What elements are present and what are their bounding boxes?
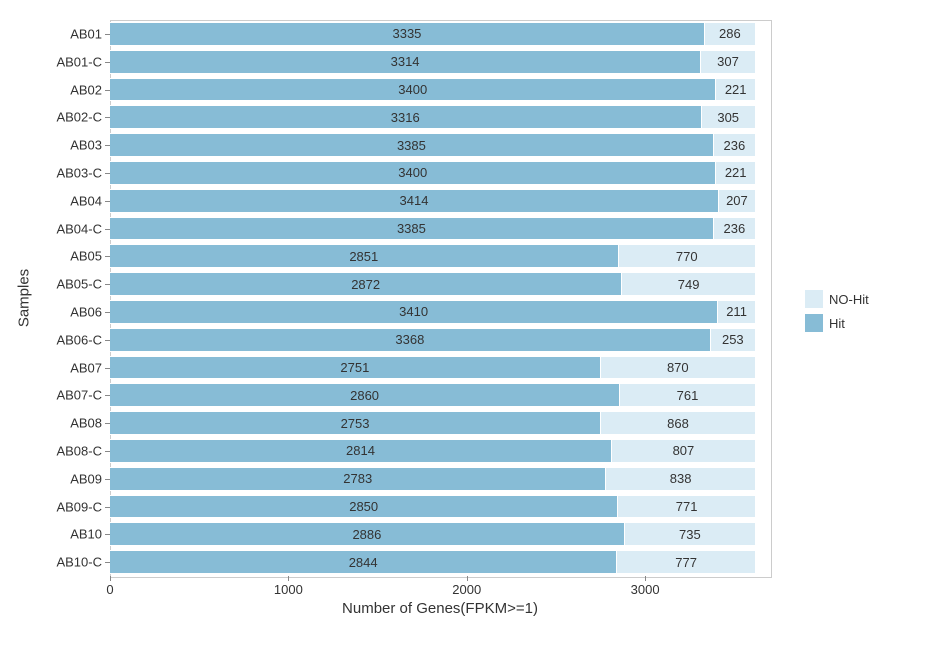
bar-segment-hit: 3368 xyxy=(110,328,711,352)
y-category-label: AB02-C xyxy=(56,110,102,125)
y-category-label: AB10 xyxy=(70,527,102,542)
legend-item-nohit: NO-Hit xyxy=(805,290,869,308)
bar-segment-nohit: 207 xyxy=(719,189,756,213)
bar-row: 2751870 xyxy=(110,356,770,380)
bar-segment-nohit: 211 xyxy=(718,300,756,324)
y-category-label: AB06-C xyxy=(56,332,102,347)
y-category-label: AB08-C xyxy=(56,443,102,458)
bar-segment-hit: 3414 xyxy=(110,189,719,213)
y-category-label: AB09-C xyxy=(56,499,102,514)
y-category-label: AB01 xyxy=(70,26,102,41)
bar-segment-nohit: 735 xyxy=(625,522,756,546)
bar-row: 2850771 xyxy=(110,495,770,519)
y-category-label: AB05-C xyxy=(56,277,102,292)
bar-segment-hit: 3385 xyxy=(110,133,714,157)
stacked-bar-chart: 0 1000 2000 3000 AB01 3335286 AB01-C 3314307 AB0… xyxy=(0,0,939,645)
x-tick-mark xyxy=(467,576,468,581)
y-category-label: AB07-C xyxy=(56,388,102,403)
x-tick-label: 1000 xyxy=(274,582,303,597)
y-category-label: AB09 xyxy=(70,471,102,486)
bar-row: 3368253 xyxy=(110,328,770,352)
y-category-label: AB06 xyxy=(70,304,102,319)
bar-segment-hit: 2851 xyxy=(110,244,619,268)
bar-row: 3314307 xyxy=(110,50,770,74)
bar-segment-nohit: 305 xyxy=(702,105,756,129)
x-tick-label: 0 xyxy=(106,582,113,597)
bar-segment-hit: 2886 xyxy=(110,522,625,546)
y-category-label: AB10-C xyxy=(56,555,102,570)
bar-segment-hit: 3385 xyxy=(110,217,714,241)
x-tick-mark xyxy=(645,576,646,581)
bar-row: 3385236 xyxy=(110,217,770,241)
bar-segment-nohit: 771 xyxy=(618,495,756,519)
bar-row: 2814807 xyxy=(110,439,770,463)
y-category-label: AB08 xyxy=(70,416,102,431)
y-category-label: AB03 xyxy=(70,138,102,153)
bar-row: 2783838 xyxy=(110,467,770,491)
bar-segment-nohit: 307 xyxy=(701,50,756,74)
bar-segment-hit: 3316 xyxy=(110,105,702,129)
x-tick-mark xyxy=(288,576,289,581)
bar-row: 3410211 xyxy=(110,300,770,324)
legend-label: Hit xyxy=(829,316,845,331)
bar-segment-nohit: 838 xyxy=(606,467,755,491)
bar-segment-hit: 3400 xyxy=(110,78,716,102)
bar-segment-hit: 2872 xyxy=(110,272,622,296)
legend-label: NO-Hit xyxy=(829,292,869,307)
bar-segment-nohit: 253 xyxy=(711,328,756,352)
legend: NO-Hit Hit xyxy=(805,290,869,332)
bar-segment-hit: 2860 xyxy=(110,383,620,407)
bar-segment-nohit: 749 xyxy=(622,272,756,296)
bar-row: 3335286 xyxy=(110,22,770,46)
legend-swatch xyxy=(805,290,823,308)
bar-row: 3414207 xyxy=(110,189,770,213)
y-category-label: AB04 xyxy=(70,193,102,208)
y-category-label: AB05 xyxy=(70,249,102,264)
y-axis-title: Samples xyxy=(16,269,33,327)
y-category-label: AB07 xyxy=(70,360,102,375)
legend-item-hit: Hit xyxy=(805,314,869,332)
legend-swatch xyxy=(805,314,823,332)
bar-segment-nohit: 770 xyxy=(619,244,756,268)
bar-segment-hit: 3335 xyxy=(110,22,705,46)
bar-segment-hit: 2751 xyxy=(110,356,601,380)
bar-segment-nohit: 761 xyxy=(620,383,756,407)
bar-segment-nohit: 236 xyxy=(714,217,756,241)
y-category-label: AB01-C xyxy=(56,54,102,69)
bar-row: 2860761 xyxy=(110,383,770,407)
x-tick-label: 3000 xyxy=(631,582,660,597)
x-axis-title: Number of Genes(FPKM>=1) xyxy=(342,600,538,617)
bar-row: 3400221 xyxy=(110,161,770,185)
y-category-label: AB04-C xyxy=(56,221,102,236)
bar-row: 2851770 xyxy=(110,244,770,268)
bar-row: 2872749 xyxy=(110,272,770,296)
bar-segment-nohit: 221 xyxy=(716,78,755,102)
bar-segment-nohit: 221 xyxy=(716,161,755,185)
bar-segment-nohit: 868 xyxy=(601,411,756,435)
bar-segment-hit: 2814 xyxy=(110,439,612,463)
y-category-label: AB02 xyxy=(70,82,102,97)
x-tick-label: 2000 xyxy=(452,582,481,597)
bar-segment-nohit: 870 xyxy=(601,356,756,380)
bar-segment-hit: 2844 xyxy=(110,550,617,574)
bar-segment-nohit: 286 xyxy=(705,22,756,46)
y-category-label: AB03-C xyxy=(56,165,102,180)
bar-segment-hit: 2753 xyxy=(110,411,601,435)
bar-row: 3385236 xyxy=(110,133,770,157)
bar-row: 3400221 xyxy=(110,78,770,102)
bar-row: 2753868 xyxy=(110,411,770,435)
bar-row: 3316305 xyxy=(110,105,770,129)
bar-segment-hit: 2850 xyxy=(110,495,618,519)
bar-segment-nohit: 236 xyxy=(714,133,756,157)
bar-row: 2886735 xyxy=(110,522,770,546)
x-tick-mark xyxy=(110,576,111,581)
bar-segment-hit: 2783 xyxy=(110,467,606,491)
bar-row: 2844777 xyxy=(110,550,770,574)
bar-segment-nohit: 777 xyxy=(617,550,756,574)
bar-segment-nohit: 807 xyxy=(612,439,756,463)
bar-segment-hit: 3400 xyxy=(110,161,716,185)
bar-segment-hit: 3410 xyxy=(110,300,718,324)
bar-segment-hit: 3314 xyxy=(110,50,701,74)
